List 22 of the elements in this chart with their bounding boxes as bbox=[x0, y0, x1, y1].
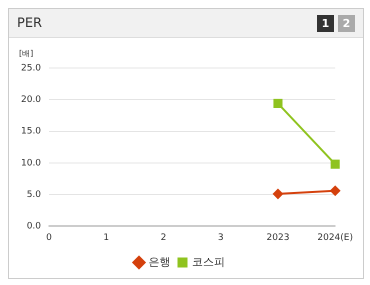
y-tick-label: 5.0 bbox=[26, 190, 42, 200]
point bbox=[330, 186, 340, 196]
y-tick-label: 15.0 bbox=[20, 126, 42, 137]
y-tick-label: 25.0 bbox=[20, 63, 42, 74]
y-tick-label: 20.0 bbox=[20, 94, 42, 105]
chart-title: PER bbox=[17, 16, 42, 30]
legend-label: 코스피 bbox=[192, 255, 225, 268]
y-tick-label: 10.0 bbox=[20, 158, 42, 168]
text: 1 bbox=[317, 14, 334, 32]
legend-label: 은행 bbox=[148, 255, 170, 268]
x-tick-label: 2023 bbox=[266, 232, 290, 243]
point bbox=[272, 188, 283, 199]
x-tick-label: 1 bbox=[103, 232, 110, 243]
x-tick-label: 3 bbox=[218, 232, 224, 243]
y-axis-title: [배] bbox=[19, 48, 34, 59]
point bbox=[330, 160, 340, 169]
y-tick-label: 0.0 bbox=[26, 222, 42, 232]
text: 2 bbox=[338, 14, 355, 32]
point bbox=[273, 98, 282, 108]
x-tick-label: 0 bbox=[46, 232, 52, 243]
x-tick-label: 2024(E) bbox=[317, 232, 354, 243]
x-tick-label: 2 bbox=[160, 232, 166, 243]
